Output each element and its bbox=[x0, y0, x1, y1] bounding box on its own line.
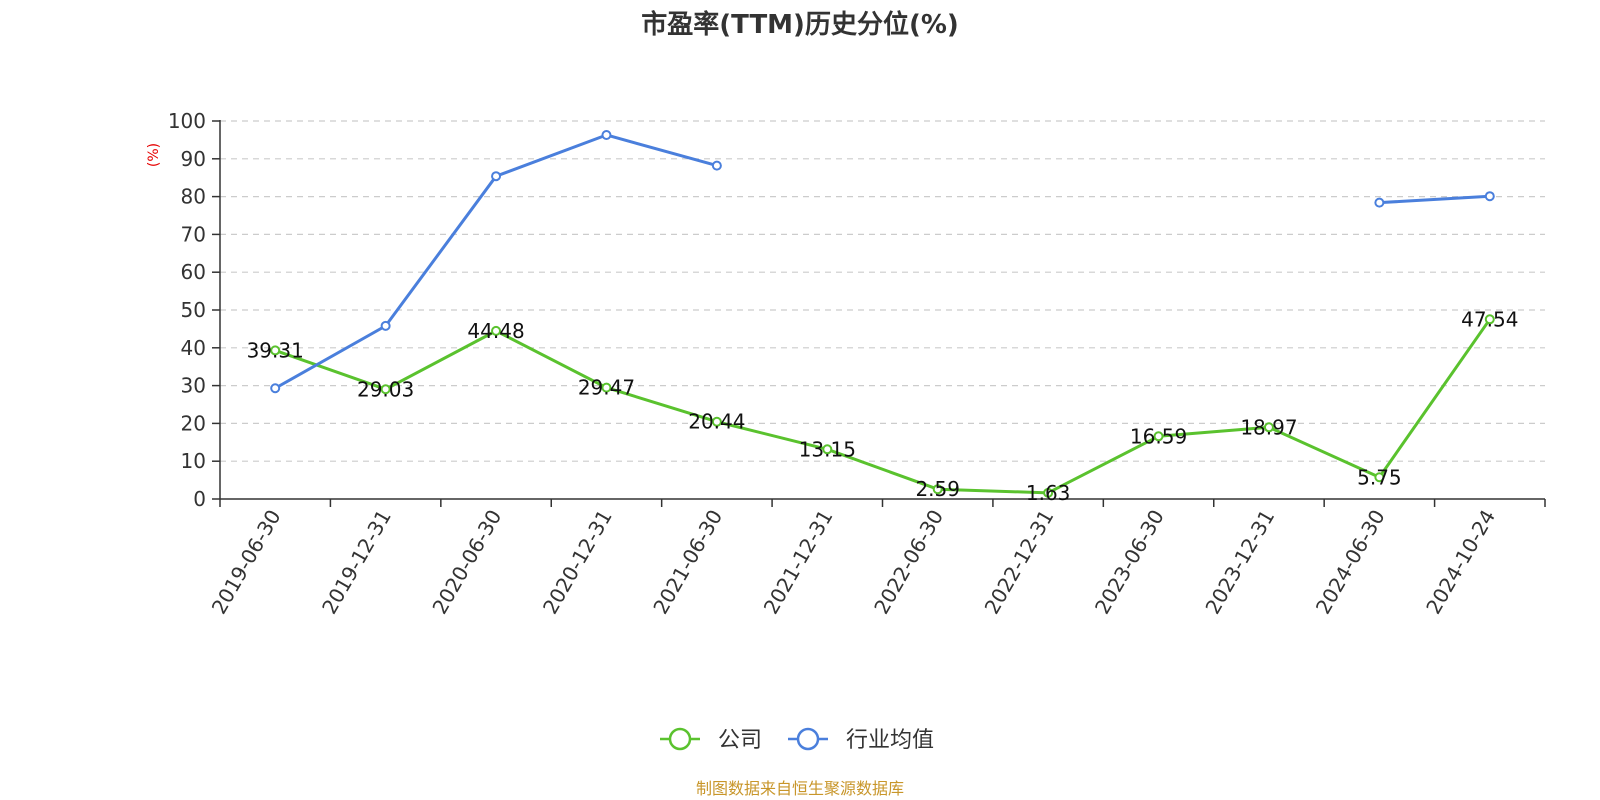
series-layer bbox=[270, 129, 1495, 498]
y-tick-label-90: 90 bbox=[181, 147, 206, 171]
x-tick-label-2024-10-24: 2024-10-24 bbox=[1421, 506, 1500, 619]
y-tick-label-20: 20 bbox=[181, 411, 206, 435]
point-industry-2021-06-30 bbox=[711, 160, 722, 171]
point-company-2020-12-31 bbox=[601, 382, 612, 393]
x-tick-label-2019-06-30: 2019-06-30 bbox=[207, 506, 286, 619]
point-industry-2020-12-31 bbox=[601, 129, 612, 140]
chart-title: 市盈率(TTM)历史分位(%) bbox=[641, 9, 959, 40]
data-label-company-2022-06-30: 2.59 bbox=[915, 477, 960, 501]
series-line-industry-1 bbox=[1377, 194, 1492, 205]
data-label-company-2022-12-31: 1.63 bbox=[1026, 481, 1071, 505]
x-tick-label-2021-12-31: 2021-12-31 bbox=[759, 506, 838, 619]
data-label-company-2021-06-30: 20.44 bbox=[688, 410, 745, 434]
x-tick-label-2022-06-30: 2022-06-30 bbox=[869, 505, 948, 618]
data-label-company-2023-06-30: 16.59 bbox=[1130, 424, 1187, 448]
data-label-layer: 39.31 29.03 44.48 29.47 20.44 13.15 2.59 1.63 16… bbox=[247, 307, 1519, 505]
data-label-company-2019-12-31: 29.03 bbox=[357, 377, 414, 401]
point-company-2024-10-24 bbox=[1484, 314, 1495, 325]
point-industry-2020-06-30 bbox=[491, 171, 502, 182]
y-tick-label-50: 50 bbox=[181, 298, 206, 322]
x-tick-label-2020-12-31: 2020-12-31 bbox=[538, 506, 617, 619]
series-line-company-0 bbox=[273, 317, 1492, 495]
x-tick-label-2024-06-30: 2024-06-30 bbox=[1311, 506, 1390, 619]
y-tick-label-40: 40 bbox=[181, 336, 206, 360]
x-tick-label-2023-12-31: 2023-12-31 bbox=[1200, 506, 1279, 619]
point-company-2019-12-31 bbox=[380, 384, 391, 395]
grid-layer bbox=[220, 120, 1545, 462]
x-tick-label-2020-06-30: 2020-06-30 bbox=[427, 505, 506, 618]
point-company-2021-06-30 bbox=[711, 416, 722, 427]
point-company-2019-06-30 bbox=[270, 345, 281, 356]
point-company-2024-06-30 bbox=[1374, 472, 1385, 483]
x-tick-label-2021-06-30: 2021-06-30 bbox=[648, 506, 727, 619]
point-industry-2019-06-30 bbox=[270, 383, 281, 394]
data-label-company-2020-06-30: 44.48 bbox=[467, 319, 524, 343]
y-tick-label-60: 60 bbox=[181, 260, 206, 284]
y-axis-unit-label: (%) bbox=[146, 143, 162, 167]
legend-marker-company bbox=[668, 727, 692, 751]
legend: 公司 行业均值 bbox=[660, 727, 934, 753]
point-industry-2024-10-24 bbox=[1484, 191, 1495, 202]
x-tick-label-2022-12-31: 2022-12-31 bbox=[980, 506, 1059, 619]
point-company-2021-12-31 bbox=[822, 444, 833, 455]
point-company-2022-12-31 bbox=[1043, 487, 1054, 498]
y-tick-label-100: 100 bbox=[168, 109, 206, 133]
legend-item-industry[interactable]: 行业均值 bbox=[788, 727, 934, 753]
x-tick-label-2019-12-31: 2019-12-31 bbox=[317, 506, 396, 619]
data-label-company-2020-12-31: 29.47 bbox=[578, 376, 635, 400]
data-label-company-2021-12-31: 13.15 bbox=[799, 437, 856, 461]
x-tick-label-2023-06-30: 2023-06-30 bbox=[1090, 506, 1169, 619]
point-industry-2024-06-30 bbox=[1374, 197, 1385, 208]
data-label-company-2024-10-24: 47.54 bbox=[1461, 307, 1518, 331]
point-company-2020-06-30 bbox=[491, 325, 502, 336]
legend-label-industry: 行业均值 bbox=[846, 728, 934, 753]
point-company-2023-06-30 bbox=[1153, 431, 1164, 442]
data-label-company-2024-06-30: 5.75 bbox=[1357, 465, 1402, 489]
point-company-2022-06-30 bbox=[932, 484, 943, 495]
source-note: 制图数据来自恒生聚源数据库 bbox=[696, 779, 904, 798]
legend-marker-industry bbox=[796, 727, 820, 751]
axis-layer: 0 10 20 30 40 50 60 70 80 90 100 2019-06-30 2019-12-… bbox=[168, 109, 1546, 619]
y-tick-label-0: 0 bbox=[193, 487, 206, 511]
point-industry-2019-12-31 bbox=[380, 320, 391, 331]
legend-item-company[interactable]: 公司 bbox=[660, 727, 762, 753]
y-tick-label-10: 10 bbox=[181, 449, 206, 473]
y-tick-label-70: 70 bbox=[181, 222, 206, 246]
y-tick-label-80: 80 bbox=[181, 185, 206, 209]
data-label-company-2019-06-30: 39.31 bbox=[247, 338, 304, 362]
y-tick-label-30: 30 bbox=[181, 374, 206, 398]
data-label-company-2023-12-31: 18.97 bbox=[1240, 415, 1297, 439]
point-company-2023-12-31 bbox=[1263, 422, 1274, 433]
legend-label-company: 公司 bbox=[718, 728, 762, 753]
